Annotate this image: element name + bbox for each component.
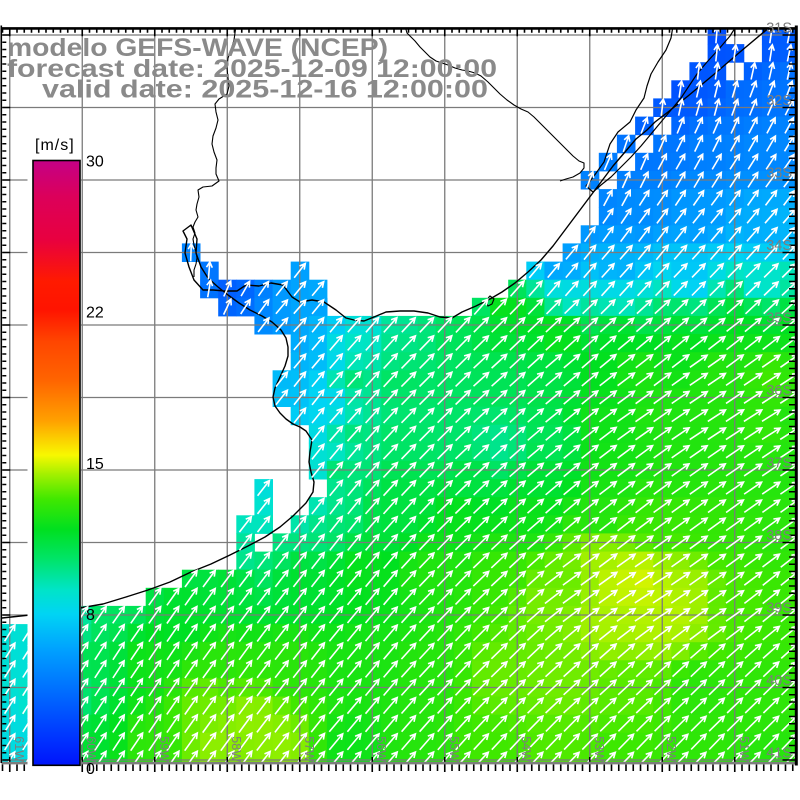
svg-text:41S: 41S	[766, 746, 792, 762]
svg-text:35S: 35S	[766, 311, 792, 327]
svg-text:38S: 38S	[766, 528, 792, 544]
svg-text:53W: 53W	[592, 736, 606, 762]
svg-text:55W: 55W	[447, 736, 461, 762]
svg-text:30: 30	[86, 154, 104, 171]
svg-text:58W: 58W	[229, 736, 243, 762]
svg-text:56W: 56W	[374, 736, 388, 762]
svg-text:31S: 31S	[766, 21, 792, 37]
svg-text:59W: 59W	[157, 736, 171, 762]
svg-text:54W: 54W	[519, 736, 533, 762]
svg-text:22: 22	[86, 305, 104, 322]
svg-text:15: 15	[86, 456, 104, 473]
svg-text:33S: 33S	[766, 166, 792, 182]
svg-text:[m/s]: [m/s]	[35, 137, 75, 154]
svg-text:32S: 32S	[766, 93, 792, 109]
svg-text:34S: 34S	[766, 238, 792, 254]
svg-text:57W: 57W	[302, 736, 316, 762]
svg-text:40S: 40S	[766, 673, 792, 689]
svg-text:forecast date: 2025-12-09 12:0: forecast date: 2025-12-09 12:00:00	[7, 55, 497, 83]
svg-text:60W: 60W	[84, 736, 98, 762]
svg-text:0: 0	[86, 761, 95, 778]
svg-text:39S: 39S	[766, 601, 792, 617]
svg-text:valid date: 2025-12-16 12:00:0: valid date: 2025-12-16 12:00:00	[42, 76, 488, 104]
svg-text:52W: 52W	[664, 736, 678, 762]
svg-text:61W: 61W	[12, 736, 26, 762]
svg-text:modelo GEFS-WAVE (NCEP): modelo GEFS-WAVE (NCEP)	[7, 34, 388, 62]
svg-text:37S: 37S	[766, 456, 792, 472]
svg-text:8: 8	[86, 607, 95, 624]
svg-text:51W: 51W	[737, 736, 751, 762]
svg-text:36S: 36S	[766, 383, 792, 399]
